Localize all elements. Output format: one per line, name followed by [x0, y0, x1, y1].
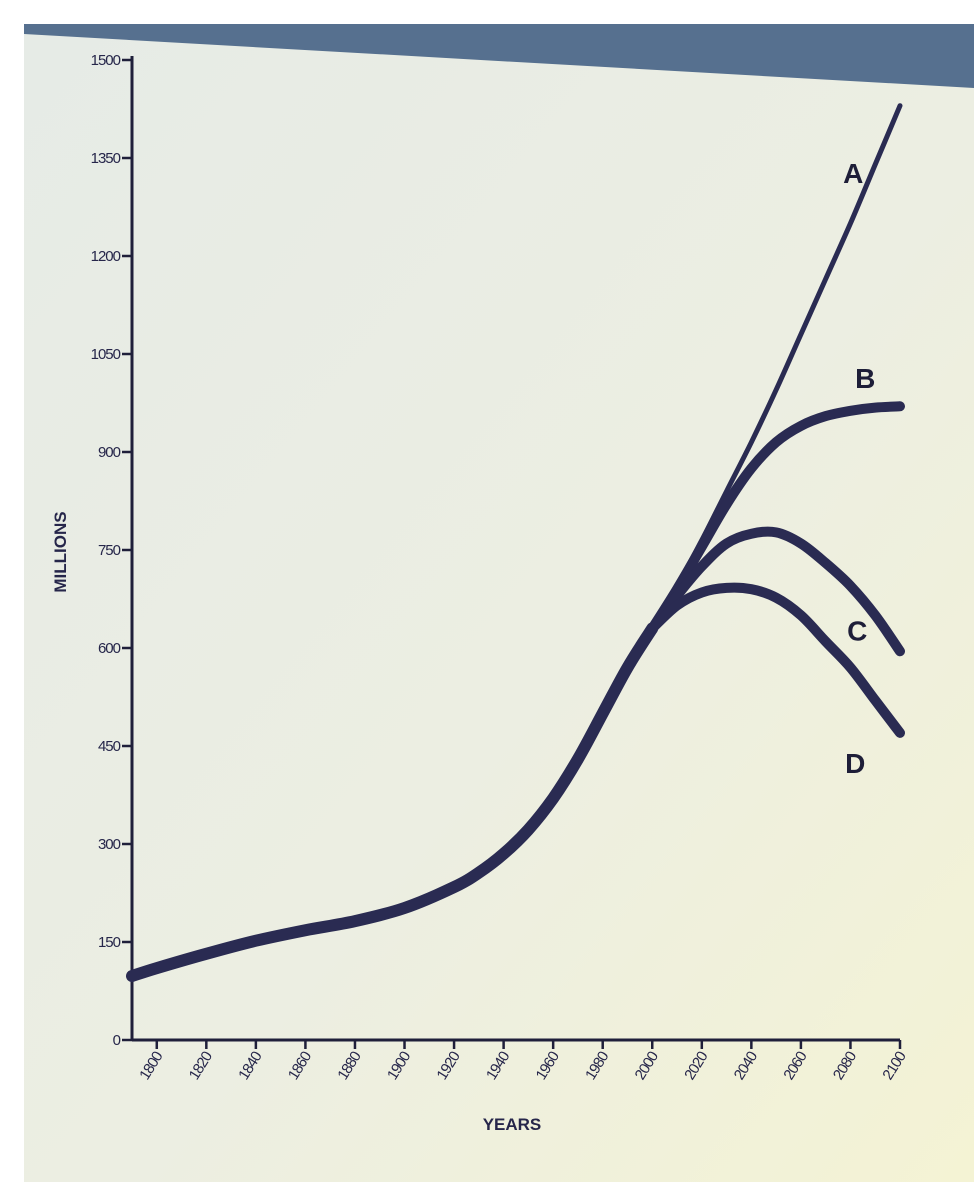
x-axis-title: YEARS [483, 1115, 542, 1134]
y-axis-title: MILLIONS [51, 511, 70, 592]
y-tick-label: 1500 [91, 52, 121, 69]
y-tick-label: 450 [98, 738, 121, 755]
y-tick-label: 1200 [91, 248, 121, 265]
y-tick-label: 900 [98, 444, 121, 461]
series-line-d [647, 582, 905, 738]
y-tick-label: 600 [98, 640, 121, 657]
y-tick-label: 0 [113, 1032, 121, 1049]
y-tick-label: 1350 [91, 150, 121, 167]
y-tick-label: 750 [98, 542, 121, 559]
series-label-d: D [845, 748, 865, 779]
plot-lines [126, 103, 905, 982]
screen-top-frame [24, 24, 974, 88]
series-labels: A B C D [843, 158, 875, 779]
y-tick-label: 1050 [91, 346, 121, 363]
series-line-c [647, 526, 905, 657]
series-label-b: B [855, 363, 875, 394]
historical-line [126, 622, 659, 982]
series-label-a: A [843, 158, 863, 189]
y-tick-label: 300 [98, 836, 121, 853]
y-tick-label: 150 [98, 934, 121, 951]
screen-background [24, 26, 974, 1182]
series-line-b [647, 401, 905, 634]
series-label-c: C [847, 615, 867, 646]
